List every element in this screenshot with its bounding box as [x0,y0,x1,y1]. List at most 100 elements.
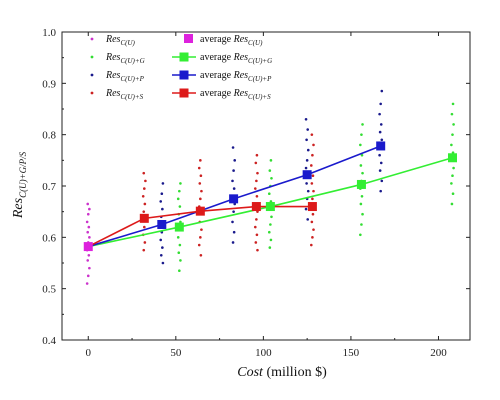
scatter-point [305,138,308,142]
scatter-point [312,143,315,147]
legend-dot [90,91,94,95]
scatter-point [310,133,314,136]
scatter-point [378,130,382,134]
legend: ResC(U) ResC(U)+G ResC(U)+P ResC(U)+S averag… [90,34,272,101]
scatter-point [452,123,455,126]
scatter-point [380,89,384,93]
legend-label-average: average ResC(U) [200,34,263,47]
axes: 0.4 0.5 0.6 0.7 0.8 0.9 1.0 0 50 100 150 200 [42,27,471,359]
scatter-point [199,236,202,239]
scatter-point [270,177,273,180]
scatter-point [161,246,164,249]
average-marker [265,202,275,212]
scatter-point [360,153,364,157]
scatter-point [86,230,90,234]
scatter-point [451,102,455,106]
scatter-layer [85,89,455,285]
scatter-point [200,228,203,231]
average-marker [174,222,184,232]
scatter-point [359,143,362,147]
scatter-point [178,269,181,273]
scatter-point [253,225,257,229]
scatter-point [359,233,362,237]
y-tick-label: 0.5 [42,284,56,296]
y-tick-label: 0.7 [42,181,56,193]
legend-dot [90,73,94,77]
scatter-point [304,207,308,211]
scatter-point [199,254,203,257]
scatter-point [86,212,90,216]
x-tick-label: 100 [255,347,272,359]
scatter-point [379,189,382,193]
scatter-point [304,117,308,121]
scatter-point [143,225,146,229]
average-marker [356,179,366,189]
scatter-point [85,220,89,224]
scatter-point [451,133,454,136]
x-axis-title-main: Cost [237,365,264,380]
scatter-point [88,266,91,270]
y-axis-title: ResC(U)+G/P/S [11,151,28,219]
scatter-point [311,174,315,178]
scatter-point [310,220,314,224]
scatter-point [256,248,259,252]
scatter-point [161,261,165,265]
scatter-point [178,205,182,208]
legend-base-marker [184,34,193,43]
scatter-point [161,207,164,211]
scatter-point [87,225,91,229]
scatter-point [141,194,145,198]
scatter-point [254,161,258,165]
scatter-point [269,238,273,242]
legend-label-scatter: ResC(U)+P [105,70,145,83]
scatter-point [310,164,313,167]
scatter-point [179,259,182,262]
scatter-point [86,259,90,262]
legend-marker [179,70,189,80]
scatter-point [361,171,364,175]
scatter-point [311,212,315,216]
scatter-point [311,236,314,239]
scatter-point [379,102,382,106]
scatter-point [267,230,271,234]
average-marker [139,213,149,223]
scatter-point [360,133,363,136]
scatter-point [231,146,235,149]
scatter-point [143,202,147,206]
scatter-point [310,243,313,247]
scatter-point [311,197,314,201]
scatter-point [304,166,308,170]
y-axis-title-main: Res [11,197,26,219]
scatter-point [305,182,308,185]
y-tick-label: 0.8 [42,130,56,142]
scatter-point [143,187,146,190]
legend-label-scatter: ResC(U)+S [105,88,144,101]
scatter-point [450,202,454,206]
legend-label-average: average ResC(U)+G [200,52,272,65]
average-marker [307,202,317,212]
x-tick-label: 0 [86,347,92,359]
scatter-point [306,128,310,131]
x-tick-label: 200 [430,347,447,359]
scatter-point [232,210,235,213]
scatter-point [143,241,147,244]
average-marker [229,194,239,204]
x-tick-label: 150 [343,347,360,359]
scatter-point [255,233,259,237]
scatter-point [310,182,314,185]
scatter-point [159,200,163,203]
scatter-point [176,236,180,239]
base-marker [83,242,93,252]
scatter-point [359,202,363,206]
y-tick-label: 0.6 [42,232,56,244]
scatter-point [311,153,314,157]
scatter-point [360,223,363,226]
legend-dot [90,37,94,41]
scatter-point [198,182,202,185]
scatter-point [231,220,234,224]
scatter-point [86,202,90,206]
scatter-point [256,171,259,175]
average-marker [251,202,261,212]
scatter-point [85,282,89,285]
scatter-point [161,182,165,185]
